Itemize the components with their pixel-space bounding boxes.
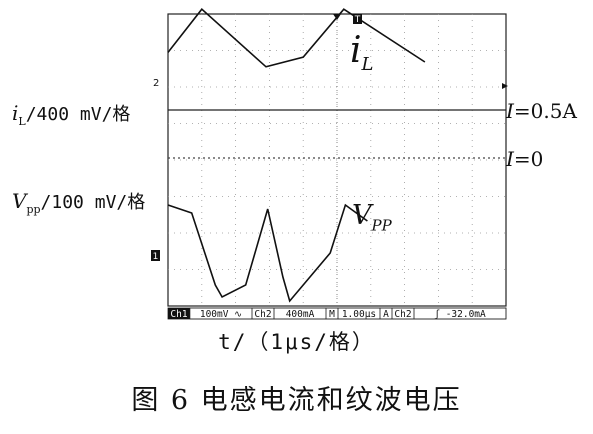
markers: T 2 1 (151, 14, 508, 262)
trigger-marker-text: T (354, 15, 361, 25)
status-m: M (329, 309, 335, 320)
vpp-trace-label: VPP (352, 200, 392, 235)
ch1-marker: 1 (153, 252, 159, 262)
status-ch1-bg (168, 308, 190, 319)
reference-lines (168, 109, 506, 159)
status-trig-level: ʃ -32.0mA (434, 309, 486, 320)
trigger-position-marker (333, 14, 341, 20)
status-bar: Ch1 100mV ∿ Ch2 400mA M 1.00µs A Ch2 ʃ -32.0mA (167, 307, 507, 320)
vpp-trace (167, 203, 368, 303)
ch1-marker-box (151, 250, 160, 261)
ref-line-label-0: I=0 (506, 147, 544, 171)
il-scale-text: /400 mV/格 (25, 104, 131, 125)
il-scale-label: iL/400 mV/格 (12, 101, 131, 128)
status-a: A (383, 309, 389, 320)
ch2-marker: 2 (153, 78, 159, 89)
il-trace-label: iL (350, 30, 374, 76)
status-ch1: Ch1 (170, 309, 187, 320)
trigger-level-box (353, 14, 362, 24)
status-ch1-scale: 100mV ∿ (200, 309, 242, 320)
x-axis-label: t/（1μs/格） (218, 330, 375, 354)
status-ch2-scale: 400mA (286, 309, 315, 320)
vpp-scale-label: Vpp/100 mV/格 (12, 189, 146, 216)
figure-caption: 图 6 电感电流和纹波电压 (131, 385, 462, 416)
status-ch2: Ch2 (254, 309, 271, 320)
scope-grid (167, 13, 507, 307)
status-trig-ch: Ch2 (394, 309, 411, 320)
status-trig-level-box (413, 307, 507, 320)
vpp-scale-text: /100 mV/格 (40, 192, 146, 213)
ref-line-label-0.5a: I=0.5A (506, 99, 577, 123)
status-timebase: 1.00µs (342, 309, 376, 320)
trigger-level-arrow (502, 83, 508, 89)
